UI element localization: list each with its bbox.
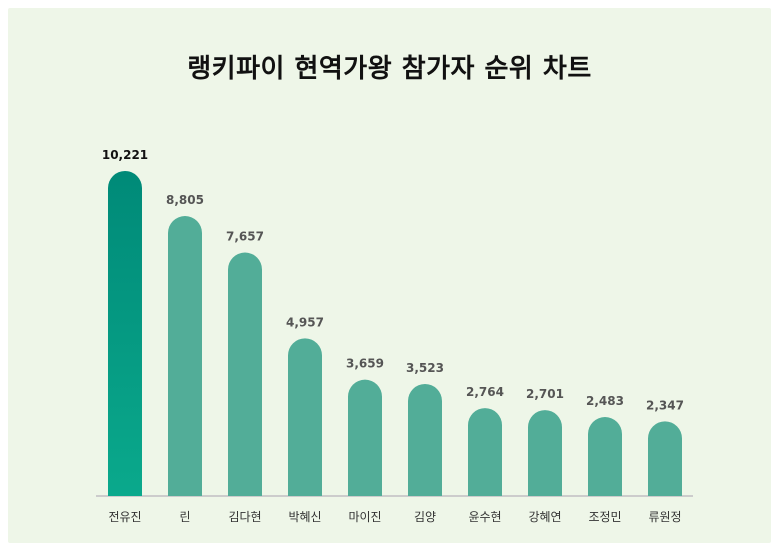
bar-전유진 (108, 171, 142, 496)
bar-김다현 (228, 252, 262, 496)
value-label: 10,221 (102, 148, 148, 162)
category-label: 박혜신 (288, 510, 321, 524)
bar-박혜신 (288, 338, 322, 496)
value-label: 3,659 (346, 357, 384, 371)
category-label: 린 (179, 510, 190, 524)
value-label: 8,805 (166, 193, 204, 207)
bar-류원정 (648, 421, 682, 496)
value-label: 2,483 (586, 394, 624, 408)
bar-김양 (408, 383, 442, 496)
value-label: 2,764 (466, 385, 504, 399)
value-label: 4,957 (286, 315, 324, 329)
bar-조정민 (588, 417, 622, 496)
value-label: 2,701 (526, 387, 564, 401)
bar-윤수현 (468, 408, 502, 496)
value-label: 2,347 (646, 398, 684, 412)
bar-강혜연 (528, 410, 562, 496)
bar-마이진 (348, 379, 382, 496)
category-label: 마이진 (348, 510, 381, 524)
bar-린 (168, 216, 202, 496)
category-label: 조정민 (588, 510, 621, 524)
category-label: 김다현 (228, 510, 261, 524)
category-label: 전유진 (108, 510, 141, 524)
category-label: 류원정 (648, 510, 681, 524)
category-label: 김양 (414, 510, 436, 524)
category-label: 윤수현 (468, 510, 501, 524)
value-label: 3,523 (406, 361, 444, 375)
value-label: 7,657 (226, 230, 264, 244)
chart-title: 랭키파이 현역가왕 참가자 순위 차트 (187, 54, 592, 84)
category-label: 강혜연 (528, 510, 561, 524)
